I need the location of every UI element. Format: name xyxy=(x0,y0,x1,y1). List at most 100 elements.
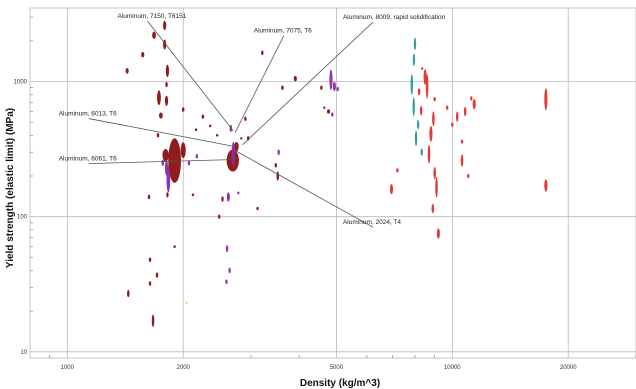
data-point xyxy=(326,109,331,114)
data-point xyxy=(433,166,436,180)
data-point xyxy=(429,126,433,142)
data-point xyxy=(168,138,181,183)
annotation-label: Aluminum, 7150, T6151 xyxy=(117,13,186,20)
data-point xyxy=(455,111,459,122)
data-point xyxy=(163,20,167,31)
data-point xyxy=(423,69,427,85)
data-point xyxy=(320,85,323,90)
data-point xyxy=(195,153,199,159)
data-point xyxy=(165,64,170,78)
y-tick-label: 10 xyxy=(20,350,27,356)
data-point xyxy=(446,105,449,110)
data-point xyxy=(225,279,228,285)
data-point xyxy=(148,281,152,286)
data-point xyxy=(157,90,161,106)
data-point xyxy=(234,141,239,152)
data-point xyxy=(281,85,284,90)
annotation-label: Aluminum, 2024, T4 xyxy=(343,219,401,226)
data-point xyxy=(293,75,297,82)
data-point xyxy=(276,171,279,181)
data-point xyxy=(420,148,423,156)
data-point xyxy=(164,159,169,176)
data-point xyxy=(155,272,159,278)
data-point xyxy=(237,191,240,195)
data-point xyxy=(173,245,176,249)
annotation-leader-line xyxy=(242,21,374,146)
data-point xyxy=(433,97,436,102)
x-axis-label: Density (kg/m^3) xyxy=(300,378,380,389)
data-point xyxy=(431,203,435,214)
data-point xyxy=(147,194,151,200)
data-point xyxy=(256,206,259,211)
data-point xyxy=(463,106,467,117)
data-point xyxy=(221,196,224,202)
data-point xyxy=(329,69,333,91)
data-point xyxy=(274,162,278,168)
data-point xyxy=(156,133,160,138)
x-tick-label: 1000 xyxy=(61,365,75,371)
data-point xyxy=(215,133,219,137)
data-point xyxy=(231,141,236,167)
data-point xyxy=(148,257,152,262)
x-tick-label: 10000 xyxy=(444,365,461,371)
data-point xyxy=(425,73,429,99)
data-point xyxy=(427,144,431,164)
data-point xyxy=(467,173,470,179)
data-point xyxy=(191,193,195,197)
data-point xyxy=(470,96,473,101)
data-point xyxy=(432,111,435,127)
data-point xyxy=(544,88,548,111)
data-point xyxy=(417,88,421,96)
data-point xyxy=(225,244,229,253)
data-point xyxy=(226,192,230,202)
data-point xyxy=(323,106,326,110)
y-axis-label: Yield strength (elastic limit) (MPa) xyxy=(5,108,16,268)
data-point xyxy=(161,159,165,167)
data-point xyxy=(158,112,163,119)
x-tick-label: 5000 xyxy=(330,365,344,371)
data-point xyxy=(460,139,464,144)
data-point xyxy=(416,119,420,130)
data-point xyxy=(151,314,155,327)
y-tick-label: 100 xyxy=(17,215,28,221)
x-tick-label: 20000 xyxy=(560,365,577,371)
data-point xyxy=(410,74,414,95)
data-point xyxy=(396,168,399,173)
annotation-leader-line xyxy=(234,35,285,133)
data-point xyxy=(164,95,169,106)
data-point xyxy=(436,228,440,239)
data-point xyxy=(127,289,130,298)
data-point xyxy=(141,51,145,58)
annotations: Aluminum, 7150, T6151 Aluminum, 7075, T6 A… xyxy=(59,13,446,228)
data-point xyxy=(181,107,185,112)
data-point xyxy=(217,214,221,219)
data-point xyxy=(180,142,186,159)
data-point xyxy=(389,183,394,195)
data-point xyxy=(244,116,247,121)
plot-frame xyxy=(29,7,636,359)
data-point xyxy=(240,136,243,140)
data-point xyxy=(277,149,280,156)
annotation-label: Aluminum, 6061, T6 xyxy=(59,156,117,163)
data-point xyxy=(472,99,476,110)
data-point xyxy=(451,122,454,127)
axes: 1000 2000 5000 10000 20000 10 100 1000 xyxy=(14,16,636,371)
data-point xyxy=(412,97,415,117)
data-point xyxy=(336,86,339,92)
x-tick-label: 2000 xyxy=(177,365,191,371)
data-point xyxy=(332,81,336,92)
data-point xyxy=(165,81,168,88)
data-point xyxy=(208,124,212,128)
data-point xyxy=(419,105,423,116)
data-point xyxy=(162,148,169,162)
y-tick-label: 1000 xyxy=(14,80,28,86)
data-point xyxy=(331,112,334,117)
data-points xyxy=(125,20,548,327)
annotation-label: Aluminum, 6013, T6 xyxy=(59,111,117,118)
data-point xyxy=(201,114,205,119)
data-point xyxy=(413,37,417,51)
annotation-leader-line xyxy=(147,20,234,132)
data-point xyxy=(435,177,438,198)
